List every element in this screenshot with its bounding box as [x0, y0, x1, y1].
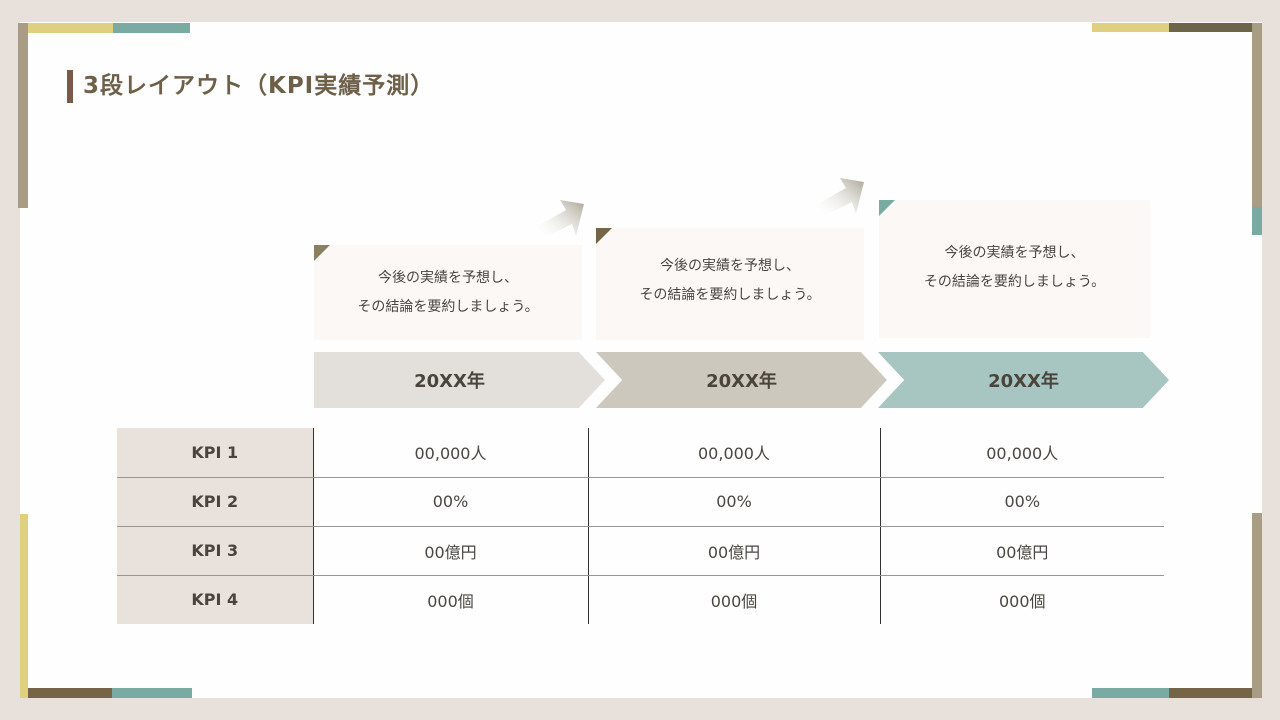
year-label: 20XX年	[988, 371, 1059, 392]
table-row: KPI 2 00% 00% 00%	[117, 477, 1164, 527]
description-line: その結論を要約しましょう。	[357, 298, 539, 315]
corner-bar	[18, 23, 28, 208]
kpi-label: KPI 2	[117, 477, 314, 527]
year-chevron-1: 20XX年	[314, 352, 605, 408]
corner-bar	[1252, 513, 1262, 698]
corner-triangle-icon	[596, 228, 612, 244]
corner-bar	[1092, 23, 1169, 32]
arrow-up-right-icon	[818, 178, 864, 216]
kpi-label: KPI 4	[117, 575, 314, 624]
table-row: KPI 3 00億円 00億円 00億円	[117, 526, 1164, 576]
corner-bar	[1252, 23, 1262, 207]
year-chevron-2: 20XX年	[596, 352, 887, 408]
description-line: 今後の実績を予想し、	[377, 269, 518, 286]
description-box-3: 今後の実績を予想し、その結論を要約しましょう。	[879, 200, 1150, 338]
kpi-value: 000個	[998, 591, 1046, 611]
corner-bar	[112, 688, 192, 698]
kpi-label: KPI 3	[117, 526, 314, 576]
year-label: 20XX年	[414, 371, 485, 392]
kpi-value: 00%	[588, 477, 881, 527]
kpi-value: 00億円	[313, 526, 589, 576]
table-row: KPI 1 00,000人 00,000人 00,000人	[117, 428, 1164, 478]
year-label: 20XX年	[706, 371, 777, 392]
page-title: 3段レイアウト（KPI実績予測）	[83, 73, 435, 99]
corner-bar	[20, 514, 28, 698]
corner-bar	[1169, 688, 1252, 698]
description-line: その結論を要約しましょう。	[923, 274, 1106, 290]
corner-triangle-icon	[314, 245, 330, 261]
description-line: 今後の実績を予想し、	[944, 245, 1085, 261]
kpi-table: KPI 1 00,000人 00,000人 00,000人 KPI 2 00% 00% 00%…	[117, 428, 1164, 624]
kpi-value: 00%	[880, 477, 1164, 527]
kpi-value: 000個	[313, 575, 589, 624]
description-line: 今後の実績を予想し、	[659, 258, 800, 274]
kpi-label: KPI 1	[117, 428, 314, 478]
corner-triangle-icon	[879, 200, 895, 216]
corner-bar	[1252, 207, 1262, 235]
kpi-value: 00億円	[880, 526, 1164, 576]
kpi-value: 00,000人	[313, 428, 589, 478]
kpi-value: 00,000人	[880, 428, 1164, 478]
corner-bar	[28, 688, 112, 698]
kpi-value: 00%	[313, 477, 589, 527]
corner-bar	[1169, 23, 1252, 32]
description-box-2: 今後の実績を予想し、その結論を要約しましょう。	[596, 228, 864, 340]
corner-bar	[28, 23, 113, 33]
year-chevron-3: 20XX年	[878, 352, 1169, 408]
corner-bar	[113, 23, 190, 33]
corner-bar	[1092, 688, 1169, 698]
table-row: KPI 4 000個 000個 000個	[117, 575, 1164, 624]
title-accent-bar	[67, 70, 73, 103]
kpi-value: 000個	[588, 575, 881, 624]
description-box-1: 今後の実績を予想し、その結論を要約しましょう。	[314, 245, 582, 340]
description-line: その結論を要約しましょう。	[639, 287, 821, 303]
arrow-up-right-icon	[538, 200, 584, 238]
kpi-value: 00,000人	[588, 428, 881, 478]
kpi-value: 00億円	[588, 526, 881, 576]
